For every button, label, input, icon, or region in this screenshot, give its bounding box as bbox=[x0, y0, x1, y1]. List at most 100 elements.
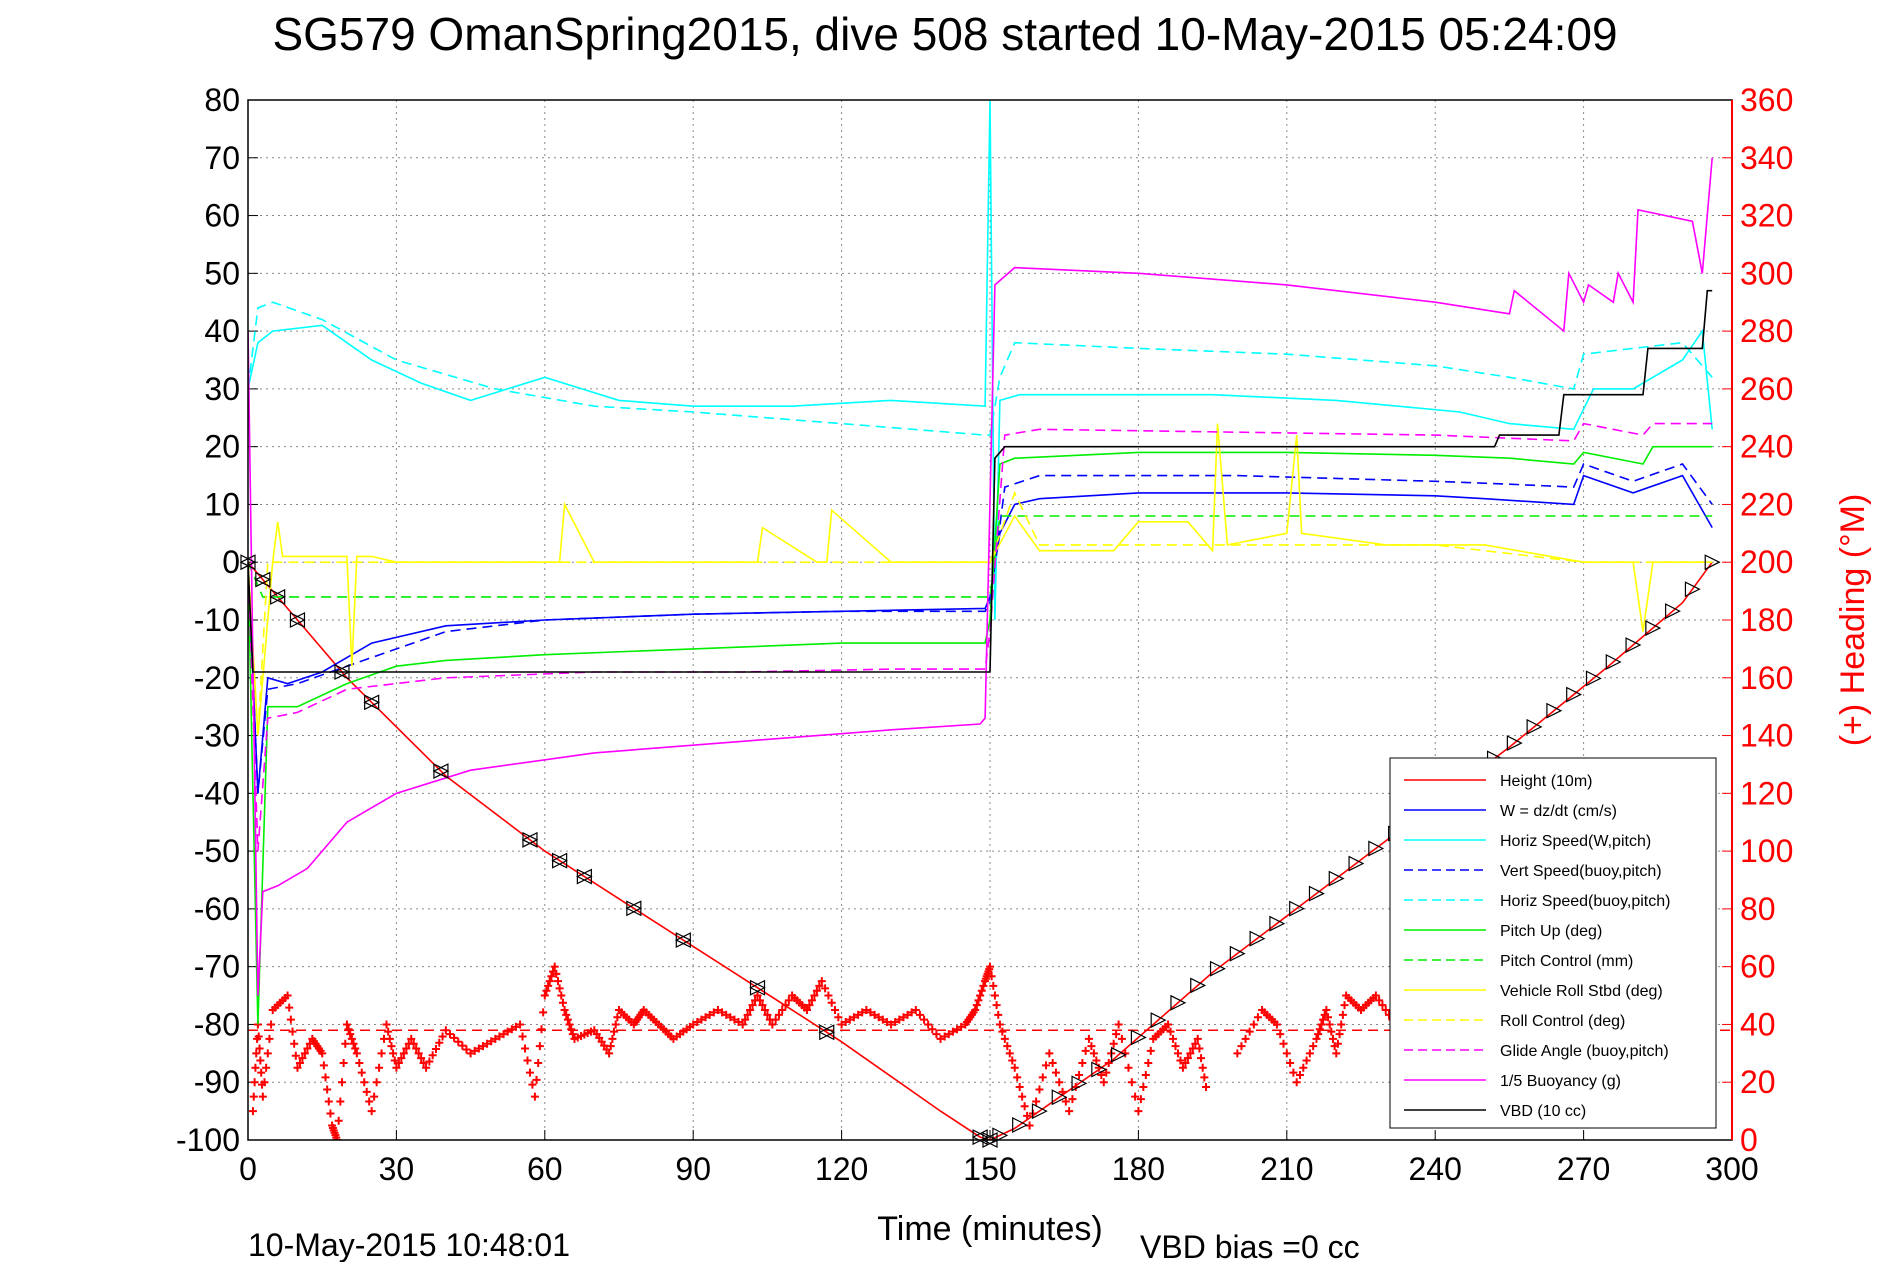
series-line-11 bbox=[248, 289, 1713, 673]
heading-point bbox=[323, 1085, 332, 1094]
heading-point bbox=[334, 1116, 343, 1125]
heading-point bbox=[1312, 1034, 1321, 1043]
heading-point bbox=[768, 1020, 777, 1029]
heading-point bbox=[342, 1020, 351, 1029]
heading-point bbox=[928, 1025, 937, 1034]
heading-point bbox=[1309, 1042, 1318, 1051]
heading-point bbox=[1089, 1049, 1098, 1058]
heading-point bbox=[295, 1058, 304, 1067]
heading-point bbox=[252, 1049, 261, 1058]
heading-point bbox=[390, 1056, 399, 1065]
ascent-marker bbox=[1130, 1029, 1147, 1046]
ascent-marker bbox=[1328, 870, 1345, 887]
heading-point bbox=[1249, 1020, 1258, 1029]
x-tick-label: 300 bbox=[1705, 1151, 1758, 1187]
chart-title: SG579 OmanSpring2015, dive 508 started 1… bbox=[272, 8, 1617, 60]
heading-point bbox=[375, 1063, 384, 1072]
ascent-marker bbox=[1585, 670, 1602, 687]
series-line-4 bbox=[248, 301, 1713, 436]
heading-point bbox=[319, 1061, 328, 1070]
heading-point bbox=[903, 1010, 912, 1019]
heading-point bbox=[866, 1008, 875, 1017]
heading-point bbox=[1048, 1058, 1057, 1067]
y-left-tick-label: -60 bbox=[194, 891, 240, 927]
heading-point bbox=[862, 1006, 871, 1014]
heading-point bbox=[1171, 1042, 1180, 1051]
ascent-marker bbox=[1684, 581, 1701, 598]
heading-point bbox=[402, 1044, 411, 1053]
x-tick-label: 240 bbox=[1409, 1151, 1462, 1187]
heading-point bbox=[1084, 1034, 1093, 1043]
heading-point bbox=[611, 1020, 620, 1029]
heading-point bbox=[414, 1049, 423, 1058]
heading-point bbox=[1332, 1049, 1341, 1058]
heading-point bbox=[474, 1044, 483, 1053]
heading-point bbox=[1327, 1027, 1336, 1036]
heading-point bbox=[1164, 1020, 1173, 1029]
x-tick-label: 120 bbox=[815, 1151, 868, 1187]
heading-point bbox=[290, 1039, 299, 1048]
heading-point bbox=[1302, 1056, 1311, 1065]
heading-point bbox=[1286, 1058, 1295, 1067]
heading-point bbox=[499, 1030, 508, 1039]
heading-point bbox=[1289, 1068, 1298, 1077]
heading-point bbox=[346, 1030, 355, 1039]
legend-label: Roll Control (deg) bbox=[1500, 1013, 1625, 1030]
series-line-8 bbox=[248, 490, 1713, 736]
heading-point bbox=[1112, 1030, 1121, 1039]
ascent-marker bbox=[1665, 603, 1681, 620]
heading-point bbox=[989, 981, 998, 990]
heading-point bbox=[1183, 1054, 1192, 1063]
heading-point bbox=[932, 1030, 941, 1039]
heading-point bbox=[701, 1013, 710, 1022]
heading-point bbox=[1181, 1058, 1190, 1067]
heading-point bbox=[1134, 1107, 1143, 1116]
heading-point bbox=[347, 1034, 356, 1043]
y-right-tick-labels: 3603403203002802602402202001801601401201… bbox=[1740, 82, 1793, 1158]
legend-label: 1/5 Buoyancy (g) bbox=[1500, 1073, 1621, 1090]
heading-point bbox=[256, 1056, 265, 1065]
legend-label: Vert Speed(buoy,pitch) bbox=[1500, 863, 1662, 880]
heading-point bbox=[1018, 1092, 1027, 1101]
heading-point bbox=[336, 1097, 345, 1106]
y-left-tick-label: 30 bbox=[204, 371, 240, 407]
heading-point bbox=[537, 1025, 546, 1034]
y-right-tick-label: 240 bbox=[1740, 429, 1793, 465]
heading-point bbox=[1005, 1049, 1014, 1058]
heading-point bbox=[260, 1078, 269, 1087]
ascent-marker bbox=[1625, 637, 1642, 654]
descent-marker bbox=[749, 979, 766, 996]
heading-point bbox=[1340, 1001, 1349, 1010]
y-left-tick-label: 50 bbox=[204, 255, 240, 291]
heading-point bbox=[357, 1068, 366, 1077]
heading-point bbox=[810, 991, 819, 1000]
ascent-marker bbox=[1190, 977, 1207, 994]
heading-point bbox=[845, 1015, 854, 1024]
heading-point bbox=[557, 991, 566, 1000]
y-left-tick-labels: 80 70 60 50 40 30 20 10 0 -10 -20 -30 -40 -50 -60 -70 -8… bbox=[176, 82, 240, 1158]
heading-point bbox=[254, 1032, 263, 1041]
x-tick-label: 90 bbox=[675, 1151, 711, 1187]
heading-point bbox=[1335, 1030, 1344, 1039]
heading-point bbox=[255, 1044, 264, 1053]
heading-point bbox=[525, 1068, 534, 1077]
heading-point bbox=[1010, 1063, 1019, 1072]
y-right-tick-label: 140 bbox=[1740, 718, 1793, 754]
heading-point bbox=[1092, 1056, 1101, 1065]
heading-point bbox=[550, 962, 559, 971]
heading-point bbox=[454, 1037, 463, 1046]
heading-point bbox=[249, 1092, 258, 1101]
heading-point bbox=[1295, 1071, 1304, 1079]
heading-point bbox=[1292, 1078, 1301, 1087]
heading-point bbox=[516, 1020, 525, 1029]
right-axis-label: (+) Heading (°M) bbox=[1834, 494, 1872, 747]
y-left-tick-label: -30 bbox=[194, 718, 240, 754]
heading-point bbox=[936, 1034, 945, 1043]
heading-point bbox=[998, 1027, 1007, 1036]
heading-point bbox=[689, 1020, 698, 1029]
heading-point bbox=[412, 1044, 421, 1053]
heading-point bbox=[360, 1078, 369, 1087]
legend: Height (10m) W = dz/dt (cm/s) Horiz Speed(… bbox=[1389, 757, 1717, 1129]
y-left-tick-label: 80 bbox=[204, 82, 240, 118]
